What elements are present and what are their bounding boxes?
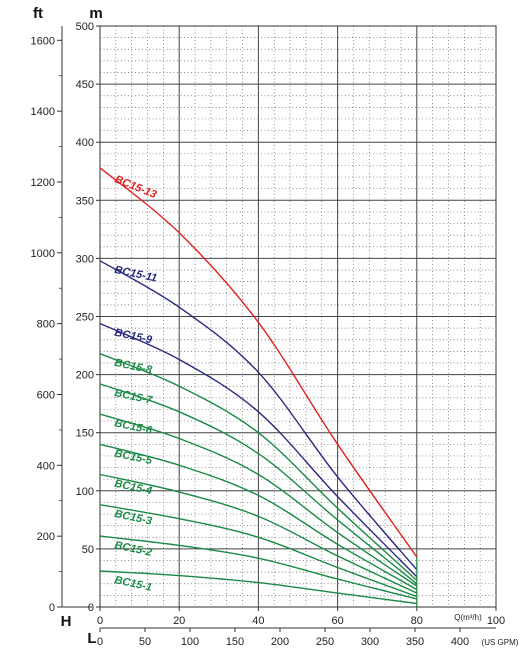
curve-bc15-9 [99, 322, 418, 578]
curve-bc15-1 [99, 570, 417, 605]
curve-bc15-5 [99, 443, 418, 591]
ft-tick-label: 400 [37, 460, 55, 472]
ft-tick-label: 200 [37, 531, 55, 543]
q-axis-label: Q(m³/h) [454, 613, 482, 622]
chart-axes: 0200400600800100012001400160005010015020… [31, 5, 519, 648]
curve-bc15-3 [99, 504, 418, 598]
curve-bc15-4 [99, 473, 418, 594]
q-tick-label: 20 [173, 615, 185, 627]
ft-tick-label: 1400 [31, 106, 55, 118]
ft-tick-label: 1000 [31, 248, 55, 260]
ft-tick-label: 800 [37, 319, 55, 331]
m-tick-label: 350 [76, 195, 94, 207]
m-tick-label: 50 [82, 544, 94, 556]
curve-bc15-13 [99, 167, 418, 558]
chart-curves [99, 167, 418, 607]
ft-unit-label: ft [33, 5, 43, 22]
gpm-tick-label: 350 [406, 636, 424, 648]
ft-tick-label: 600 [37, 389, 55, 401]
gpm-tick-label: 200 [271, 636, 289, 648]
q-tick-label: 60 [331, 615, 343, 627]
m-tick-label: 500 [76, 21, 94, 33]
gpm-tick-label: 250 [316, 636, 334, 648]
curve-bc15-8 [99, 353, 418, 581]
curve-bc15-2 [99, 535, 417, 600]
ft-tick-label: 1600 [31, 35, 55, 47]
m-tick-label: 100 [76, 486, 94, 498]
q-tick-label: 100 [487, 615, 505, 627]
l-unit-label: L [87, 630, 96, 647]
m-tick-label: 300 [76, 253, 94, 265]
gpm-tick-label: 0 [97, 636, 103, 648]
m-tick-label: 150 [76, 428, 94, 440]
ft-tick-label: 1200 [31, 177, 55, 189]
q-tick-label: 40 [252, 615, 264, 627]
curve-bc15-6 [99, 413, 418, 587]
m-tick-label: 450 [76, 79, 94, 91]
gpm-tick-label: 400 [451, 636, 469, 648]
gpm-tick-label: 300 [361, 636, 379, 648]
h-unit-label: H [61, 613, 72, 630]
gpm-tick-label: 100 [181, 636, 199, 648]
q-tick-label: 80 [411, 615, 423, 627]
m-tick-label: 0 [88, 602, 94, 614]
m-tick-label: 400 [76, 137, 94, 149]
m-tick-label: 250 [76, 312, 94, 324]
gpm-tick-label: 50 [139, 636, 151, 648]
m-tick-label: 200 [76, 370, 94, 382]
curve-bc15-7 [99, 383, 418, 585]
curve-bc15-11 [99, 260, 418, 571]
chart-grid [99, 25, 497, 608]
q-tick-label: 0 [97, 615, 103, 627]
ft-tick-label: 0 [49, 602, 55, 614]
gpm-axis-label: (US GPM) [482, 638, 519, 647]
gpm-tick-label: 150 [226, 636, 244, 648]
m-unit-label: m [89, 5, 102, 22]
